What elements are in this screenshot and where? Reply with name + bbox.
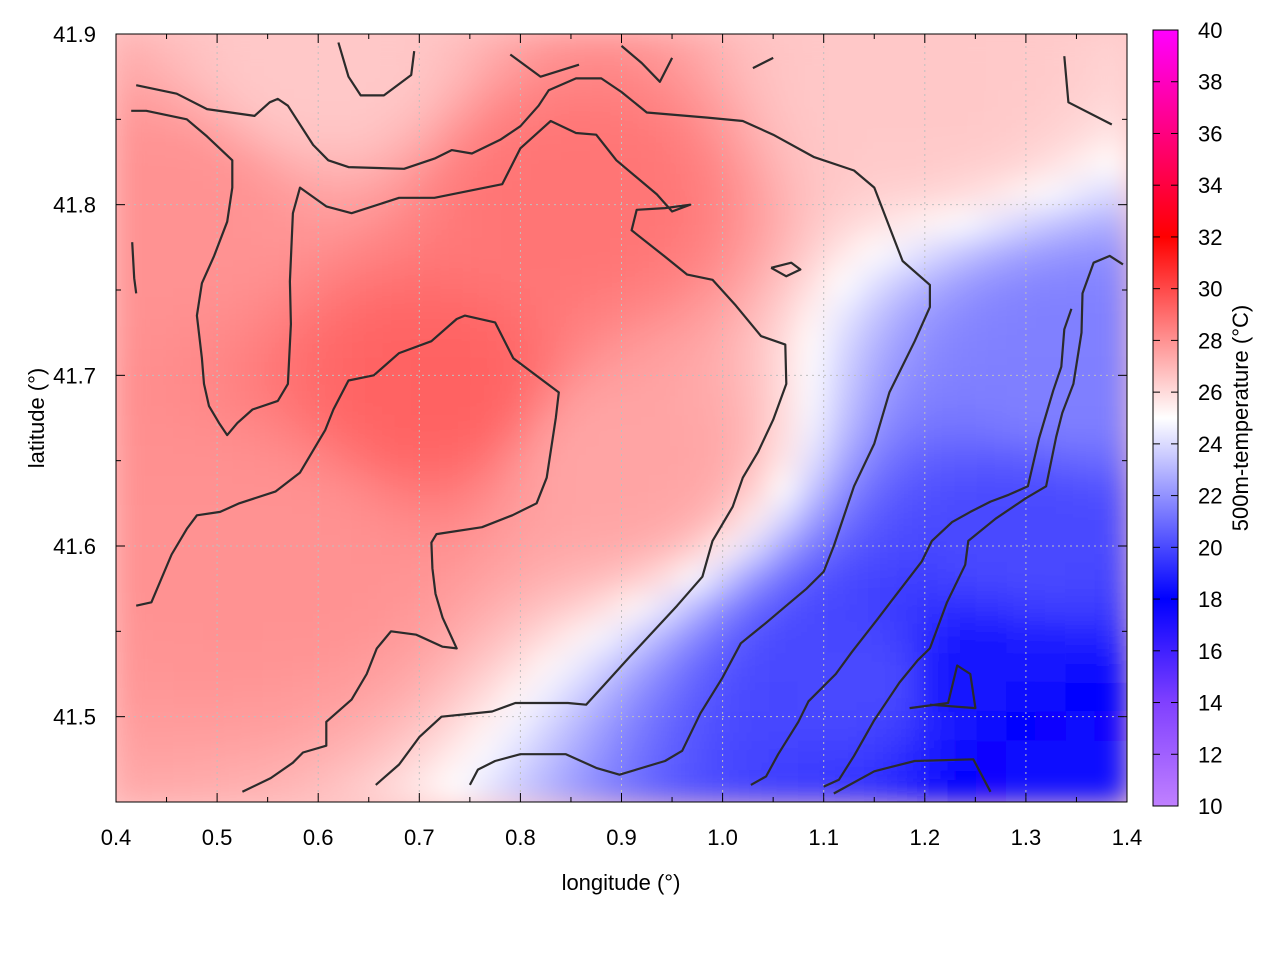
colorbar-tick-label: 10 bbox=[1198, 794, 1222, 819]
contour-line-6 bbox=[833, 758, 992, 795]
x-tick-label: 0.4 bbox=[101, 825, 132, 850]
colorbar-ticks: 10 12 14 16 18 20 22 24 26 28 30 32 34 36 38 40 bbox=[1153, 18, 1222, 819]
x-tick-label: 1.1 bbox=[808, 825, 839, 850]
contour-line-9 bbox=[620, 45, 674, 83]
x-tick-label: 0.5 bbox=[202, 825, 233, 850]
contour-line-2 bbox=[135, 314, 560, 793]
colorbar-tick-label: 40 bbox=[1198, 18, 1222, 43]
contour-line-8 bbox=[509, 53, 580, 78]
contour-lines bbox=[131, 42, 1124, 795]
x-tick-label: 1.0 bbox=[707, 825, 738, 850]
colorbar-tick-label: 36 bbox=[1198, 121, 1222, 146]
contour-line-10 bbox=[752, 56, 774, 70]
colorbar-tick-label: 14 bbox=[1198, 691, 1222, 716]
x-tick-label: 0.8 bbox=[505, 825, 536, 850]
y-tick-label: 41.7 bbox=[53, 363, 96, 388]
colorbar-tick-label: 26 bbox=[1198, 380, 1222, 405]
x-tick-label: 0.9 bbox=[606, 825, 637, 850]
y-tick-label: 41.5 bbox=[53, 705, 96, 730]
colorbar-tick-label: 12 bbox=[1198, 742, 1222, 767]
x-tick-label: 1.2 bbox=[910, 825, 941, 850]
colorbar-tick-label: 16 bbox=[1198, 639, 1222, 664]
x-tick-label: 1.3 bbox=[1011, 825, 1042, 850]
contour-line-0 bbox=[135, 77, 931, 786]
x-axis-label: longitude (°) bbox=[562, 870, 681, 895]
colorbar bbox=[1152, 29, 1179, 807]
x-tick-label: 0.6 bbox=[303, 825, 334, 850]
colorbar-label: 500m-temperature (°C) bbox=[1228, 305, 1253, 531]
colorbar-tick-label: 30 bbox=[1198, 277, 1222, 302]
contour-line-5 bbox=[909, 664, 977, 710]
x-tick-label: 1.4 bbox=[1112, 825, 1143, 850]
colorbar-tick-label: 18 bbox=[1198, 587, 1222, 612]
colorbar-tick-label: 38 bbox=[1198, 70, 1222, 95]
contour-line-4 bbox=[750, 308, 1073, 786]
contour-line-3 bbox=[823, 254, 1124, 788]
colorbar-tick-label: 32 bbox=[1198, 225, 1222, 250]
colorbar-tick-label: 28 bbox=[1198, 328, 1222, 353]
y-tick-label: 41.6 bbox=[53, 534, 96, 559]
y-tick-label: 41.9 bbox=[53, 22, 96, 47]
colorbar-tick-label: 20 bbox=[1198, 535, 1222, 560]
contour-line-11 bbox=[1063, 56, 1113, 126]
y-tick-label: 41.8 bbox=[53, 193, 96, 218]
colorbar-tick-label: 34 bbox=[1198, 173, 1222, 198]
x-tick-label: 0.7 bbox=[404, 825, 435, 850]
y-axis-label: latitude (°) bbox=[24, 368, 49, 469]
axis-ticks: 0.4 0.5 0.6 0.7 0.8 0.9 1.0 1.1 1.2 1.3 1.4 41.5 41.… bbox=[53, 22, 1142, 850]
colorbar-tick-label: 24 bbox=[1198, 432, 1222, 457]
contour-line-13 bbox=[770, 261, 802, 278]
contour-line-1 bbox=[131, 109, 788, 786]
contour-line-12 bbox=[131, 242, 138, 294]
colorbar-tick-label: 22 bbox=[1198, 484, 1222, 509]
contour-line-7 bbox=[337, 42, 416, 97]
